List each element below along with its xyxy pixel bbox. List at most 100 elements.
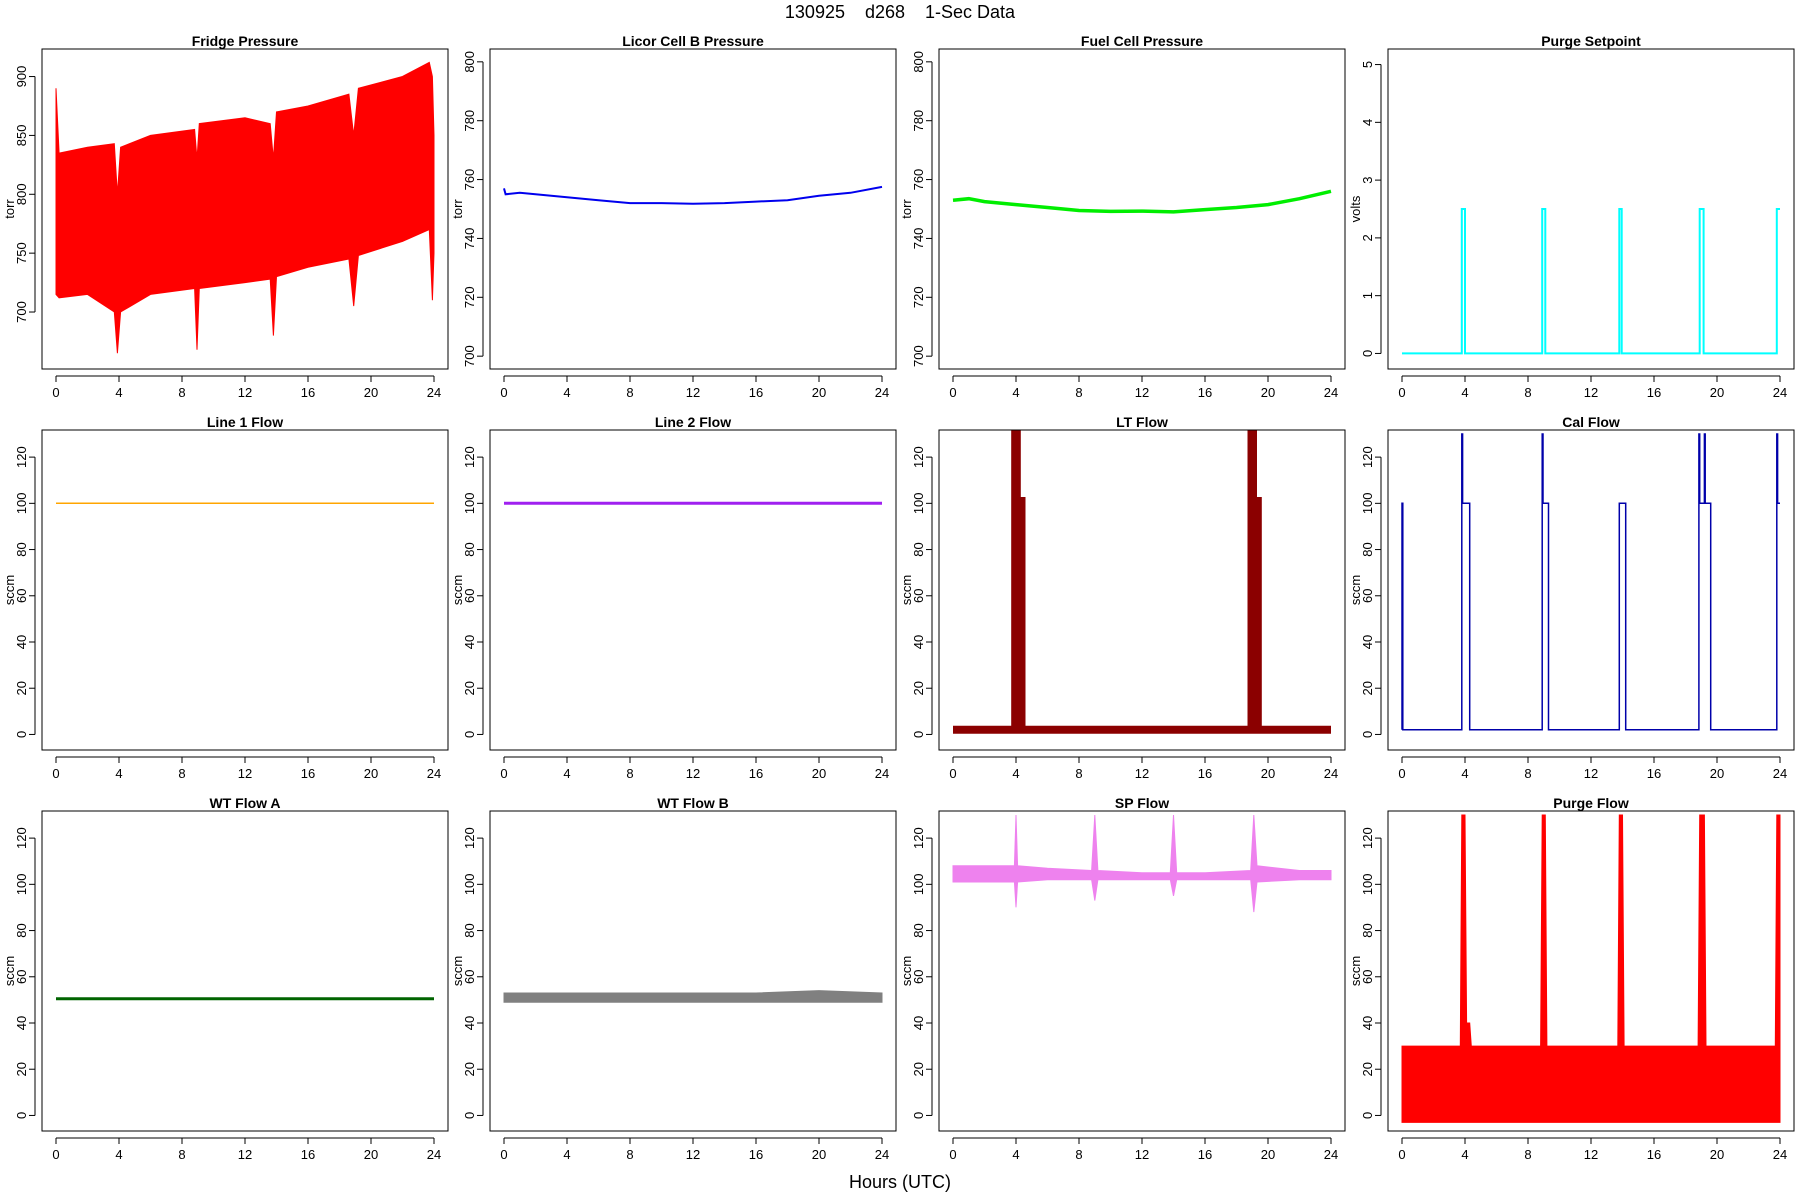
- x-tick-label: 0: [1398, 766, 1405, 781]
- panel-8: Cal Flow sccm 0 4 8 12 16 20 24 0 20 40 60 80 100 120: [1348, 414, 1795, 781]
- y-axis-label: sccm: [2, 956, 17, 986]
- x-tick-label: 16: [301, 766, 315, 781]
- y-tick-label: 100: [1360, 492, 1375, 514]
- x-tick-label: 0: [949, 385, 956, 400]
- x-tick-label: 8: [1524, 1147, 1531, 1162]
- series-group: [952, 189, 1332, 214]
- series-band: [952, 814, 1332, 913]
- plot-frame: [489, 810, 897, 1132]
- x-tick-label: 16: [1198, 766, 1212, 781]
- x-tick-label: 8: [626, 1147, 633, 1162]
- panel-title: SP Flow: [1115, 795, 1169, 811]
- x-tick-label: 4: [563, 1147, 570, 1162]
- x-tick-label: 8: [178, 1147, 185, 1162]
- series-group: [1401, 814, 1781, 1123]
- panel-7: LT Flow sccm 0 4 8 12 16 20 24 0 20 40 60 80 100 120: [899, 414, 1346, 781]
- y-tick-label: 20: [1360, 681, 1375, 695]
- y-tick-label: 0: [911, 1112, 926, 1119]
- y-tick-label: 0: [14, 1112, 29, 1119]
- plot-frame: [938, 48, 1346, 370]
- series-line: [952, 189, 1332, 214]
- y-tick-label: 120: [911, 446, 926, 468]
- y-tick-label: 80: [911, 923, 926, 937]
- series-group: [55, 61, 435, 354]
- y-axis-label: sccm: [899, 956, 914, 986]
- x-tick-label: 20: [812, 1147, 826, 1162]
- x-axis-title: Hours (UTC): [849, 1172, 951, 1192]
- x-tick-label: 0: [52, 766, 59, 781]
- y-tick-label: 100: [14, 492, 29, 514]
- y-tick-label: 60: [911, 970, 926, 984]
- x-tick-label: 12: [238, 1147, 252, 1162]
- y-tick-label: 4: [1360, 119, 1375, 126]
- x-tick-label: 24: [875, 385, 889, 400]
- x-tick-label: 20: [1261, 385, 1275, 400]
- y-axis-label: volts: [1348, 195, 1363, 222]
- y-tick-label: 40: [14, 635, 29, 649]
- plot-frame: [1387, 810, 1795, 1132]
- y-tick-label: 20: [14, 681, 29, 695]
- y-tick-label: 0: [462, 731, 477, 738]
- x-tick-label: 4: [115, 385, 122, 400]
- y-tick-label: 80: [1360, 542, 1375, 556]
- y-tick-label: 40: [911, 635, 926, 649]
- y-axis-label: sccm: [450, 575, 465, 605]
- x-tick-label: 4: [115, 1147, 122, 1162]
- panel-title: WT Flow B: [657, 795, 729, 811]
- x-tick-label: 20: [812, 385, 826, 400]
- y-tick-label: 40: [1360, 635, 1375, 649]
- y-tick-label: 3: [1360, 176, 1375, 183]
- x-tick-label: 16: [1647, 1147, 1661, 1162]
- x-tick-label: 12: [686, 766, 700, 781]
- y-tick-label: 0: [1360, 350, 1375, 357]
- y-tick-label: 60: [1360, 589, 1375, 603]
- y-axis-label: torr: [450, 199, 465, 219]
- x-tick-label: 16: [1198, 385, 1212, 400]
- y-tick-label: 100: [911, 873, 926, 895]
- plot-frame: [1387, 429, 1795, 751]
- y-tick-label: 0: [1360, 731, 1375, 738]
- y-tick-label: 120: [14, 446, 29, 468]
- panel-title: Fuel Cell Pressure: [1081, 33, 1203, 49]
- y-tick-label: 760: [462, 169, 477, 191]
- x-tick-label: 12: [1135, 385, 1149, 400]
- y-tick-label: 120: [1360, 446, 1375, 468]
- x-tick-label: 0: [52, 385, 59, 400]
- y-tick-label: 120: [911, 827, 926, 849]
- y-tick-label: 80: [462, 542, 477, 556]
- y-axis-label: torr: [899, 199, 914, 219]
- x-tick-label: 16: [301, 385, 315, 400]
- panel-title: LT Flow: [1116, 414, 1168, 430]
- y-tick-label: 100: [1360, 873, 1375, 895]
- y-tick-label: 120: [462, 446, 477, 468]
- series-band: [55, 61, 435, 354]
- plot-frame: [938, 429, 1346, 751]
- y-axis-label: sccm: [1348, 575, 1363, 605]
- x-tick-label: 4: [1461, 385, 1468, 400]
- x-tick-label: 20: [1261, 1147, 1275, 1162]
- panel-title: Line 2 Flow: [655, 414, 731, 430]
- panel-10: WT Flow B sccm 0 4 8 12 16 20 24 0 20 40 60 80 100 120: [450, 795, 897, 1162]
- y-tick-label: 20: [1360, 1062, 1375, 1076]
- y-tick-label: 20: [911, 1062, 926, 1076]
- x-tick-label: 8: [1075, 766, 1082, 781]
- x-tick-label: 20: [1261, 766, 1275, 781]
- y-axis-label: sccm: [1348, 956, 1363, 986]
- x-tick-label: 8: [1524, 766, 1531, 781]
- panel-3: Fuel Cell Pressure torr 0 4 8 12 16 20 24 700 720 7…: [899, 33, 1346, 400]
- y-tick-label: 100: [462, 873, 477, 895]
- series-line-thin: [953, 433, 1331, 731]
- plot-frame: [489, 429, 897, 751]
- y-tick-label: 120: [14, 827, 29, 849]
- x-tick-label: 4: [1012, 766, 1019, 781]
- panel-1: Fridge Pressure torr 0 4 8 12 16 20 24 700 750 800 8…: [2, 33, 449, 400]
- y-tick-label: 80: [1360, 923, 1375, 937]
- y-tick-label: 0: [14, 731, 29, 738]
- x-tick-label: 24: [1324, 1147, 1338, 1162]
- x-tick-label: 20: [364, 385, 378, 400]
- y-tick-label: 800: [462, 51, 477, 73]
- y-axis-label: torr: [2, 199, 17, 219]
- series-line: [953, 430, 1331, 734]
